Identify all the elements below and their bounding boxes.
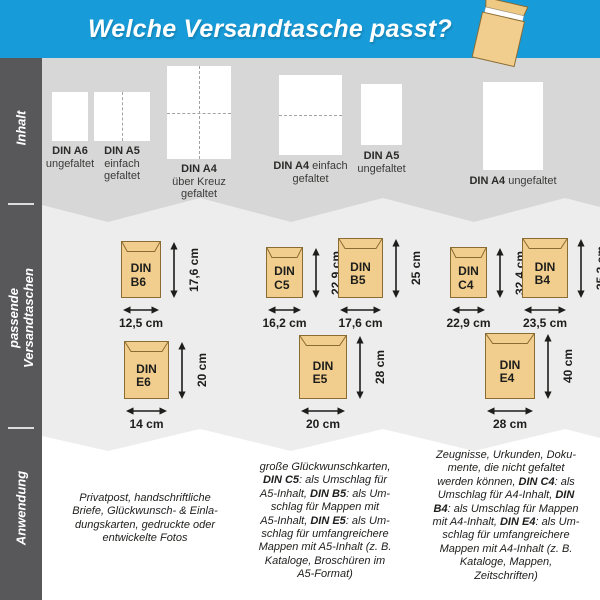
envelope-din-b5: DIN B5 xyxy=(338,238,383,298)
height-label-din-e5: 28 cm xyxy=(373,349,387,385)
envelope-flap xyxy=(451,248,486,258)
sheet-din-a5-ungefaltet xyxy=(361,84,402,145)
envelope-flap xyxy=(523,239,567,249)
envelope-name: DIN E6 xyxy=(136,361,157,389)
height-label-din-b5: 25 cm xyxy=(409,250,423,286)
envelope-flap xyxy=(125,342,168,352)
envelope-din-e4: DIN E4 xyxy=(485,333,535,399)
sidebar-label-inhalt: Inhalt xyxy=(13,110,29,146)
sheet-din-a4-einfach-gefaltet xyxy=(279,75,342,155)
sheet-label-din-a6-ungefaltet: DIN A6 ungefaltet xyxy=(45,145,95,170)
width-label-din-b5: 17,6 cm xyxy=(338,316,383,330)
width-label-din-b4: 23,5 cm xyxy=(522,316,568,330)
envelope-name: DIN C4 xyxy=(458,264,479,292)
anwendung-a5-formate: große Glückwunschkarten, DIN C5: als Umsc… xyxy=(258,461,392,581)
width-label-din-e6: 14 cm xyxy=(129,417,164,431)
width-label-din-e5: 20 cm xyxy=(305,417,341,431)
page-title: Welche Versandtasche passt? xyxy=(88,14,452,43)
height-label-din-b6: 17,6 cm xyxy=(187,247,201,292)
fold-line xyxy=(122,92,123,141)
sheet-din-a4-ueber-kreuz-gefaltet xyxy=(167,66,231,159)
width-label-din-e4: 28 cm xyxy=(492,417,528,431)
height-label-din-e4: 40 cm xyxy=(561,348,575,384)
envelope-flap xyxy=(122,242,160,252)
sheet-label-din-a5-ungefaltet: DIN A5 ungefaltet xyxy=(357,150,406,175)
envelope-name: DIN B5 xyxy=(350,259,371,287)
envelope-flap xyxy=(486,334,534,344)
sheet-din-a5-einfach-gefaltet xyxy=(94,92,150,141)
envelope-flap xyxy=(267,248,302,258)
anwendung-privatpost: Privatpost, handschriftliche Briefe, Glüc… xyxy=(72,492,218,545)
sheet-din-a6-ungefaltet xyxy=(52,92,88,141)
sheet-label-din-a4-einfach-gefaltet: DIN A4 einfach gefaltet xyxy=(273,160,348,185)
height-label-din-e6: 20 cm xyxy=(195,352,209,388)
envelope-name: DIN B4 xyxy=(534,259,556,287)
envelope-din-e5: DIN E5 xyxy=(299,335,347,399)
sidebar-divider xyxy=(8,203,34,205)
envelope-name: DIN C5 xyxy=(274,264,295,292)
sheet-din-a4-ungefaltet xyxy=(483,82,543,170)
width-label-din-c5: 16,2 cm xyxy=(262,316,307,330)
envelope-din-b6: DIN B6 xyxy=(121,241,161,298)
width-label-din-c4: 22,9 cm xyxy=(446,316,491,330)
header: Welche Versandtasche passt? xyxy=(0,0,600,68)
envelope-name: DIN E5 xyxy=(312,358,334,386)
width-label-din-b6: 12,5 cm xyxy=(118,316,164,330)
envelope-flap xyxy=(300,336,346,346)
envelope-din-e6: DIN E6 xyxy=(124,341,169,399)
height-label-din-b4: 35,3 cm xyxy=(594,245,600,291)
fold-line xyxy=(279,115,342,116)
sidebar: Inhalt passende Versandtaschen Anwendung xyxy=(0,58,42,600)
envelope-din-b4: DIN B4 xyxy=(522,238,568,298)
fold-line xyxy=(167,112,231,114)
sheet-label-din-a4-ueber-kreuz-gefaltet: DIN A4 über Kreuz gefaltet xyxy=(172,163,226,200)
sheet-label-din-a5-einfach-gefaltet: DIN A5 einfach gefaltet xyxy=(103,145,141,182)
sidebar-label-versandtaschen: passende Versandtaschen xyxy=(6,268,36,368)
envelope-din-c4: DIN C4 xyxy=(450,247,487,298)
envelope-flap xyxy=(339,239,382,249)
envelope-name: DIN B6 xyxy=(130,261,152,289)
envelope-din-c5: DIN C5 xyxy=(266,247,303,298)
sidebar-label-anwendung: Anwendung xyxy=(13,470,29,546)
anwendung-a4-formate: Zeugnisse, Urkunden, Doku-mente, die nic… xyxy=(432,449,580,582)
sidebar-divider xyxy=(8,427,34,429)
envelope-icon xyxy=(471,0,529,68)
envelope-name: DIN E4 xyxy=(499,357,521,385)
sheet-label-din-a4-ungefaltet: DIN A4 ungefaltet xyxy=(469,175,557,187)
